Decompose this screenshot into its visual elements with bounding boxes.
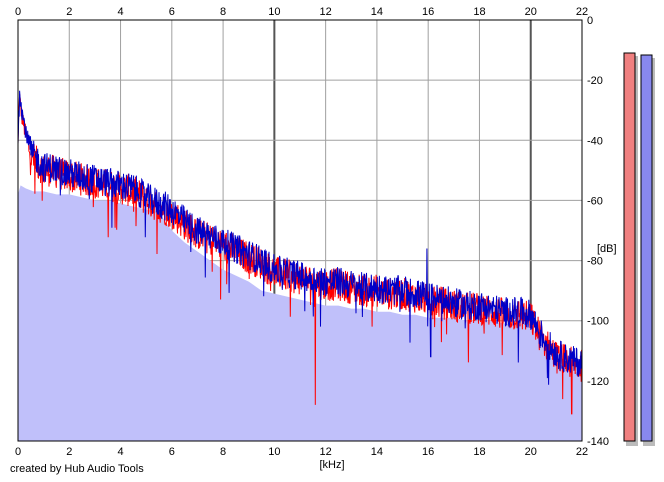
- x-tick-label-bottom: 8: [220, 446, 226, 458]
- plot-frame: [17, 19, 583, 442]
- x-tick-label-top: 8: [220, 6, 226, 18]
- x-tick-label-top: 12: [320, 6, 332, 18]
- x-tick-label-bottom: 10: [268, 446, 280, 458]
- x-tick-label-top: 18: [473, 6, 485, 18]
- x-tick-labels-bottom: 0 2 4 6 8 10 12 14 16 18 20 22: [15, 446, 588, 458]
- level-meter-right: [640, 54, 653, 442]
- x-tick-label-bottom: 22: [576, 446, 588, 458]
- x-tick-label-top: 16: [422, 6, 434, 18]
- x-tick-label-top: 14: [371, 6, 383, 18]
- x-tick-label-top: 0: [15, 6, 21, 18]
- level-meter-left: [623, 52, 636, 442]
- x-tick-label-bottom: 0: [15, 446, 21, 458]
- y-tick-label: -60: [587, 195, 603, 207]
- x-tick-label-bottom: 6: [169, 446, 175, 458]
- y-tick-labels: 0 -20 -40 -60 -80 -100 -120 -140: [587, 15, 609, 448]
- x-tick-label-bottom: 12: [320, 446, 332, 458]
- x-tick-label-bottom: 18: [473, 446, 485, 458]
- y-tick-label: -20: [587, 75, 603, 87]
- x-tick-label-top: 4: [117, 6, 123, 18]
- x-axis-label: [kHz]: [319, 459, 344, 471]
- series-line-right-channel: [17, 90, 583, 385]
- y-tick-label: 0: [587, 15, 593, 27]
- y-tick-label: -40: [587, 135, 603, 147]
- x-tick-label-top: 22: [576, 6, 588, 18]
- credit-text: created by Hub Audio Tools: [10, 463, 144, 475]
- level-meters: [623, 52, 655, 446]
- y-tick-label: -80: [587, 256, 603, 268]
- spectrum-fill-area: [18, 185, 582, 441]
- x-tick-labels-top: 0 2 4 6 8 10 12 14 16 18 20 22: [15, 6, 588, 18]
- x-tick-label-bottom: 20: [525, 446, 537, 458]
- x-tick-label-bottom: 16: [422, 446, 434, 458]
- x-tick-label-bottom: 4: [117, 446, 123, 458]
- y-tick-label: -140: [587, 436, 609, 448]
- y-tick-label: -100: [587, 316, 609, 328]
- x-tick-label-top: 20: [525, 6, 537, 18]
- y-axis-label: [dB]: [597, 243, 617, 255]
- x-tick-label-top: 2: [66, 6, 72, 18]
- x-tick-label-top: 6: [169, 6, 175, 18]
- x-tick-label-bottom: 14: [371, 446, 383, 458]
- y-tick-label: -120: [587, 376, 609, 388]
- x-tick-label-bottom: 2: [66, 446, 72, 458]
- x-tick-label-top: 10: [268, 6, 280, 18]
